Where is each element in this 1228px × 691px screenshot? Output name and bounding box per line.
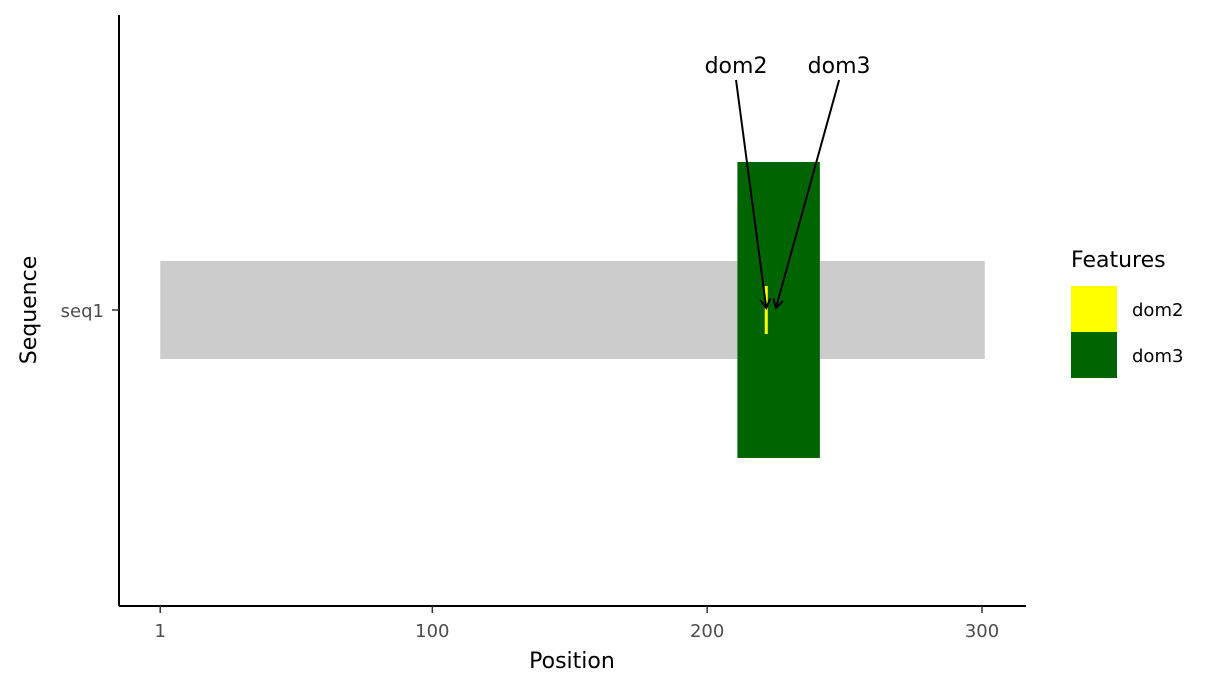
x-tick-label: 200 — [690, 621, 724, 642]
x-tick-label: 1 — [155, 621, 166, 642]
legend-label-dom3: dom3 — [1132, 346, 1183, 367]
legend-label-dom2: dom2 — [1132, 300, 1183, 321]
annotation-arrowhead-dom2 — [759, 298, 772, 310]
annotation-arrow-dom2 — [735, 79, 768, 309]
x-axis-title: Position — [529, 649, 615, 674]
annotation-arrow-dom3 — [774, 79, 841, 309]
annotation-label-dom2: dom2 — [705, 54, 768, 79]
annotation-label-dom3: dom3 — [808, 54, 871, 79]
sequence-bar-seq1 — [160, 261, 985, 359]
x-tick-label: 100 — [415, 621, 449, 642]
y-axis-title: Sequence — [17, 256, 42, 365]
plot-marks — [160, 162, 985, 458]
y-axis-ticks: seq1 — [61, 301, 119, 322]
feature-bar-dom2 — [764, 286, 768, 334]
x-tick-label: 300 — [965, 621, 999, 642]
legend-key-dom3 — [1071, 332, 1117, 378]
y-tick-label: seq1 — [61, 301, 104, 322]
annotation-arrowhead-dom3 — [772, 298, 784, 310]
feature-annotations: dom2 dom3 — [705, 54, 871, 310]
feature-bar-dom3 — [737, 162, 820, 458]
legend-title: Features — [1071, 248, 1166, 273]
x-axis-ticks: 1 100 200 300 — [155, 606, 999, 642]
legend-key-dom2 — [1071, 286, 1117, 332]
legend: Features dom2 dom3 — [1071, 248, 1183, 378]
